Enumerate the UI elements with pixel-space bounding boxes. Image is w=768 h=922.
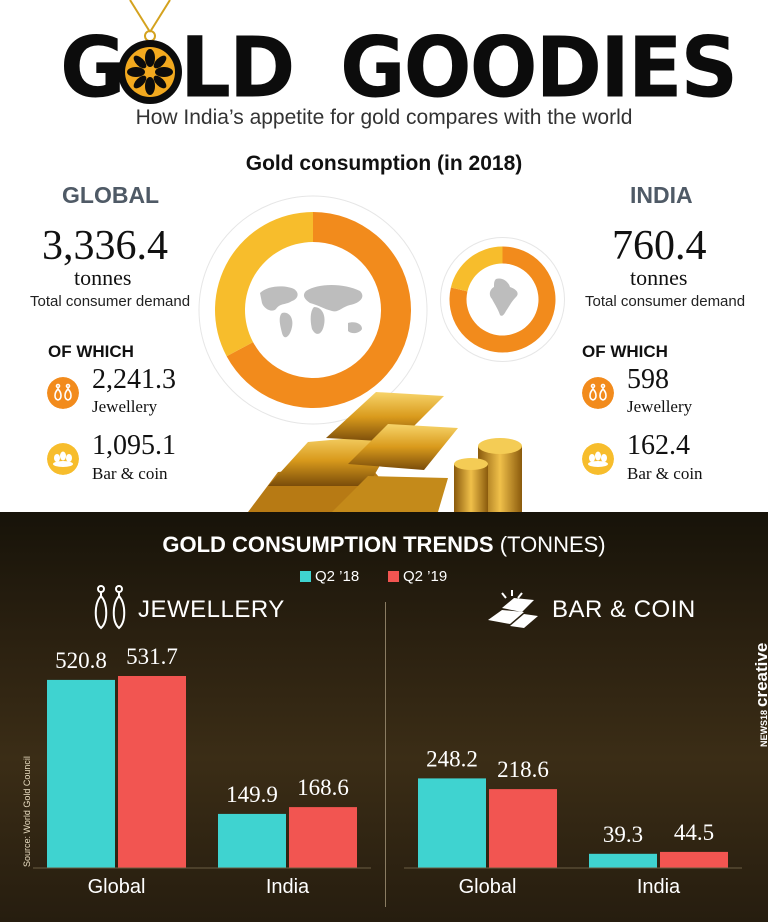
earring-icon	[94, 585, 126, 630]
jewellery-bar-india-q2-18	[218, 813, 286, 868]
gold-bars-illustration	[248, 392, 522, 512]
india-label: INDIA	[630, 182, 693, 208]
pendant-icon	[118, 0, 182, 104]
panel-divider	[385, 602, 386, 907]
india-demand-label: Total consumer demand	[585, 293, 746, 310]
legend-swatch-q2-19	[388, 571, 399, 582]
trends-title-unit: (TONNES)	[499, 532, 606, 557]
india-jewellery-value: 598	[627, 364, 669, 395]
india-unit: tonnes	[630, 265, 688, 290]
trends-title: GOLD CONSUMPTION TRENDS (TONNES)	[0, 532, 768, 558]
india-map-icon	[489, 278, 518, 316]
barcoin-category-label-global: Global	[459, 876, 517, 898]
global-jewellery-label: Jewellery	[92, 397, 158, 416]
title-letters-ld: LD	[180, 18, 295, 117]
trends-bar-charts: 520.8 531.7 Global 149.9 168.6 India 248.2 218.…	[33, 644, 742, 898]
jewellery-value-label-global-q2-19: 531.7	[126, 644, 178, 669]
jewellery-panel-title: JEWELLERY	[138, 596, 285, 623]
subtitle: How India’s appetite for gold compares w…	[135, 106, 633, 129]
global-donut-slice-bar-coin	[214, 212, 313, 357]
legend-q2-18: Q2 ’18	[300, 568, 359, 585]
barcoin-value-label-global-q2-18: 248.2	[426, 746, 478, 771]
title-letter-g: G	[60, 18, 126, 117]
legend-q2-19: Q2 ’19	[388, 568, 447, 585]
barcoin-bar-global-q2-18	[418, 778, 486, 868]
global-jewellery-value: 2,241.3	[92, 364, 176, 395]
barcoin-category-label-india: India	[637, 876, 681, 898]
brand-text: creative	[752, 642, 768, 707]
consumption-trends-section: GOLD CONSUMPTION TRENDS (TONNES) Q2 ’18 …	[0, 512, 768, 922]
jewellery-value-label-global-q2-18: 520.8	[55, 648, 107, 673]
trends-title-main: GOLD CONSUMPTION TRENDS	[162, 532, 494, 557]
global-of-which: OF WHICH	[48, 342, 134, 361]
source-note: Source: World Gold Council	[22, 756, 32, 867]
india-donut-chart	[440, 237, 565, 362]
global-total: 3,336.4	[42, 223, 168, 269]
global-unit: tonnes	[74, 265, 132, 290]
jewellery-value-label-india-q2-18: 149.9	[226, 782, 278, 807]
barcoin-bar-india-q2-18	[589, 853, 657, 868]
barcoin-panel-title: BAR & COIN	[552, 596, 696, 623]
global-donut-slice-jewellery	[226, 212, 411, 408]
gold-bars-icon	[488, 590, 538, 628]
jewellery-bar-global-q2-18	[47, 679, 115, 868]
jewellery-category-label-global: Global	[88, 876, 146, 898]
legend-swatch-q2-18	[300, 571, 311, 582]
jewellery-value-label-india-q2-19: 168.6	[297, 775, 349, 800]
coin-stack-icon	[582, 443, 614, 475]
gold-consumption-2018-section: G LD GOODIES How India’s appetite for go…	[30, 0, 746, 512]
global-barcoin-value: 1,095.1	[92, 430, 176, 461]
jewellery-bar-india-q2-19	[289, 807, 357, 868]
barcoin-bar-india-q2-19	[660, 851, 728, 868]
global-donut-chart	[198, 195, 428, 425]
global-demand-label: Total consumer demand	[30, 293, 191, 310]
brand-logo: NEWS18 creative	[752, 643, 768, 747]
india-jewellery-label: Jewellery	[627, 397, 693, 416]
world-map-icon	[260, 285, 363, 338]
earring-icon	[47, 377, 79, 409]
earring-icon	[582, 377, 614, 409]
india-of-which: OF WHICH	[582, 342, 668, 361]
barcoin-value-label-india-q2-19: 44.5	[674, 820, 714, 845]
legend-label-q2-19: Q2 ’19	[403, 568, 448, 585]
brand-small: NEWS18	[759, 709, 768, 747]
india-donut-slice-bar-coin	[450, 246, 503, 292]
india-barcoin-label: Bar & coin	[627, 464, 703, 483]
jewellery-bar-global-q2-19	[118, 676, 186, 868]
india-donut-slice-jewellery	[449, 246, 556, 353]
india-total: 760.4	[612, 223, 707, 269]
global-barcoin-label: Bar & coin	[92, 464, 168, 483]
chart-heading: Gold consumption (in 2018)	[245, 152, 523, 175]
jewellery-category-label-india: India	[266, 876, 310, 898]
title-word-goodies: GOODIES	[340, 18, 738, 117]
coin-stack-icon	[47, 443, 79, 475]
barcoin-value-label-global-q2-19: 218.6	[497, 757, 549, 782]
india-barcoin-value: 162.4	[627, 430, 690, 461]
barcoin-bar-global-q2-19	[489, 789, 557, 868]
legend-label-q2-18: Q2 ’18	[315, 568, 360, 585]
barcoin-value-label-india-q2-18: 39.3	[603, 822, 643, 847]
global-label: GLOBAL	[62, 182, 160, 208]
